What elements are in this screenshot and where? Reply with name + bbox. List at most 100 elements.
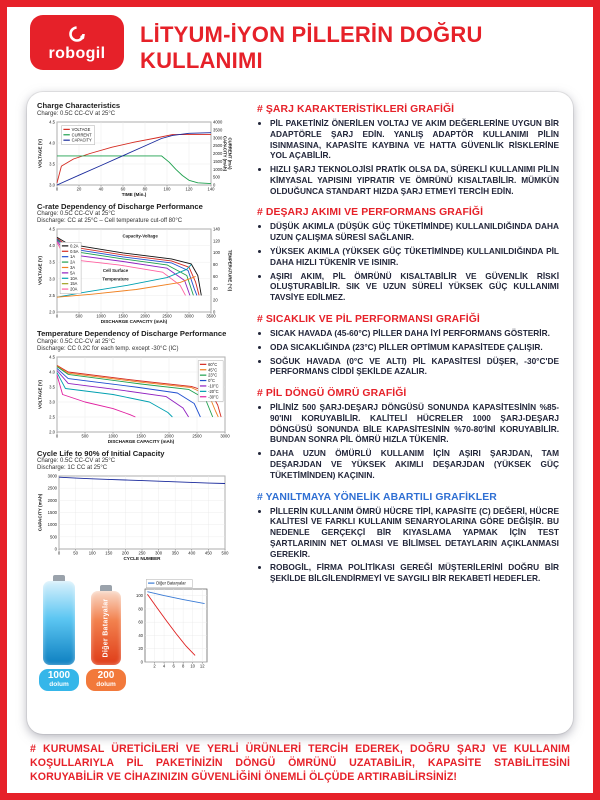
cycle-count-value: 200 <box>97 670 115 682</box>
info-section-5: # YANILTMAYA YÖNELİK ABARTILI GRAFİKLER P… <box>257 492 559 584</box>
svg-text:4000: 4000 <box>213 119 223 124</box>
chart-block-charge: Charge Characteristics Charge: 0.5C CC-C… <box>37 101 245 198</box>
svg-text:60: 60 <box>213 274 218 279</box>
svg-text:0: 0 <box>56 433 59 438</box>
svg-text:40: 40 <box>213 286 218 291</box>
svg-text:4.5: 4.5 <box>49 227 55 232</box>
svg-text:Diğer Bataryalar: Diğer Bataryalar <box>156 581 186 586</box>
svg-text:23°C: 23°C <box>208 372 217 377</box>
svg-text:500: 500 <box>82 433 90 438</box>
battery-other: Diğer Bataryalar 200 dolum <box>86 585 126 692</box>
svg-text:2.5: 2.5 <box>49 293 55 298</box>
battery-robogil: 1000 dolum <box>39 575 79 692</box>
section-bullets: DÜŞÜK AKIMLA (DÜŞÜK GÜÇ TÜKETİMİNDE) KUL… <box>257 221 559 302</box>
svg-text:-20°C: -20°C <box>208 388 219 393</box>
svg-text:80: 80 <box>143 186 148 191</box>
section-heading: # SICAKLIK VE PİL PERFORMANSI GRAFİĞİ <box>257 313 480 325</box>
svg-text:Capacity-Voltage: Capacity-Voltage <box>123 233 159 238</box>
svg-text:3.5: 3.5 <box>49 161 55 166</box>
svg-text:0.2A: 0.2A <box>70 243 79 248</box>
bullet-item: DÜŞÜK AKIMLA (DÜŞÜK GÜÇ TÜKETİMİNDE) KUL… <box>270 221 559 243</box>
bullet-item: DAHA UZUN ÖMÜRLÜ KULLANIM İÇİN AŞIRI ŞAR… <box>270 448 559 480</box>
svg-text:Cell Surface: Cell Surface <box>103 268 129 273</box>
svg-text:8: 8 <box>182 664 185 669</box>
page-title-line2: KULLANIMI <box>140 47 263 73</box>
svg-text:0°C: 0°C <box>208 378 215 383</box>
svg-text:2500: 2500 <box>48 486 58 491</box>
svg-text:60°C: 60°C <box>208 361 217 366</box>
svg-text:450: 450 <box>205 551 213 556</box>
svg-text:0: 0 <box>56 314 59 319</box>
svg-text:100: 100 <box>213 250 221 255</box>
cycle-count-value: 1000 <box>47 670 71 682</box>
svg-text:60: 60 <box>138 620 143 625</box>
content-card: Charge Characteristics Charge: 0.5C CC-C… <box>27 92 573 734</box>
svg-text:3500: 3500 <box>206 314 216 319</box>
section-bullets: SICAK HAVADA (45-60°C) PİLLER DAHA İYİ P… <box>257 328 559 377</box>
section-heading: # ŞARJ KARAKTERİSTİKLERİ GRAFİĞİ <box>257 104 455 115</box>
svg-text:1500: 1500 <box>136 433 146 438</box>
cycle-count-badge: 200 dolum <box>86 669 126 692</box>
svg-text:4.5: 4.5 <box>49 354 55 359</box>
bullet-item: ODA SICAKLIĞINDA (23°C) PİLLER OPTİMUM K… <box>270 342 559 353</box>
bullet-item: SICAK HAVADA (45-60°C) PİLLER DAHA İYİ P… <box>270 328 559 339</box>
svg-text:3A: 3A <box>70 265 75 270</box>
logo-text: robogil <box>48 44 106 62</box>
svg-text:0: 0 <box>56 186 59 191</box>
svg-text:140: 140 <box>213 227 221 232</box>
svg-text:VOLTAGE (V): VOLTAGE (V) <box>38 256 43 285</box>
svg-text:1500: 1500 <box>48 510 58 515</box>
bullet-item: YÜKSEK AKIMLA (YÜKSEK GÜÇ TÜKETİMİNDE) K… <box>270 246 559 268</box>
bullet-item: ROBOGİL, FİRMA POLİTİKASI GEREĞİ MÜŞTERİ… <box>270 562 559 584</box>
svg-text:4.0: 4.0 <box>49 140 55 145</box>
svg-text:1500: 1500 <box>213 158 223 163</box>
section-bullets: PİLİNİZ 500 ŞARJ-DEŞARJ DÖNGÜSÜ SONUNDA … <box>257 402 559 480</box>
section-heading: # PİL DÖNGÜ ÖMRÜ GRAFİĞİ <box>257 388 407 400</box>
svg-text:-30°C: -30°C <box>208 394 219 399</box>
svg-text:3.0: 3.0 <box>49 276 55 281</box>
cycle-life-chart: 0 50 100 150 200 250 300 350 400 450 500 0 500 1000 15… <box>38 474 230 562</box>
page-title-line1: LİTYUM-İYON PİLLERİN DOĞRU <box>140 22 483 47</box>
logo-ring-icon <box>69 25 85 42</box>
cycle-count-badge: 1000 dolum <box>39 669 79 692</box>
svg-text:TEMPERATURE (°C): TEMPERATURE (°C) <box>228 250 233 292</box>
svg-text:CYCLE NUMBER: CYCLE NUMBER <box>123 556 161 561</box>
cycle-count-unit: dolum <box>96 680 116 688</box>
svg-text:2000: 2000 <box>164 433 174 438</box>
info-section-4: # PİL DÖNGÜ ÖMRÜ GRAFİĞİ PİLİNİZ 500 ŞARJ… <box>257 388 559 480</box>
svg-text:1A: 1A <box>70 254 75 259</box>
svg-text:CAPACITY (mAh): CAPACITY (mAh) <box>38 493 43 531</box>
svg-text:60: 60 <box>121 186 126 191</box>
svg-text:3.0: 3.0 <box>49 182 55 187</box>
svg-text:2: 2 <box>153 664 156 669</box>
svg-text:-10°C: -10°C <box>208 383 219 388</box>
battery-terminal <box>53 575 65 582</box>
svg-text:10: 10 <box>190 664 195 669</box>
svg-text:DISCHARGE CAPACITY (mAh): DISCHARGE CAPACITY (mAh) <box>101 319 168 324</box>
svg-text:CAPACITY (mAh): CAPACITY (mAh) <box>222 136 227 172</box>
svg-text:100: 100 <box>164 186 172 191</box>
svg-text:2A: 2A <box>70 260 75 265</box>
svg-text:2.0: 2.0 <box>49 429 55 434</box>
battery-terminal <box>100 585 112 592</box>
svg-text:3.5: 3.5 <box>49 384 55 389</box>
bullet-item: SOĞUK HAVADA (0°C VE ALTI) PİL KAPASİTES… <box>270 356 559 378</box>
svg-text:40: 40 <box>138 633 143 638</box>
svg-text:80: 80 <box>138 607 143 612</box>
info-section-2: # DEŞARJ AKIMI VE PERFORMANS GRAFİĞİ DÜŞÜ… <box>257 207 559 302</box>
bullet-item: PİL PAKETİNİZ ÖNERİLEN VOLTAJ VE AKIM DE… <box>270 118 559 161</box>
svg-text:1500: 1500 <box>118 314 128 319</box>
svg-text:4.5: 4.5 <box>49 119 55 124</box>
svg-text:120: 120 <box>213 238 221 243</box>
bullet-item: PİLİNİZ 500 ŞARJ-DEŞARJ DÖNGÜSÜ SONUNDA … <box>270 402 559 445</box>
section-heading: # YANILTMAYA YÖNELİK ABARTILI GRAFİKLER <box>257 491 497 503</box>
svg-text:400: 400 <box>188 551 196 556</box>
svg-text:VOLTAGE: VOLTAGE <box>72 126 91 131</box>
svg-text:6: 6 <box>172 664 175 669</box>
svg-text:2500: 2500 <box>192 433 202 438</box>
svg-text:20: 20 <box>138 646 143 651</box>
svg-text:VOLTAGE (V): VOLTAGE (V) <box>38 379 43 408</box>
bullet-item: AŞIRI AKIM, PİL ÖMRÜNÜ KISALTABİLİR VE G… <box>270 271 559 303</box>
svg-text:10A: 10A <box>70 276 78 281</box>
svg-text:20: 20 <box>77 186 82 191</box>
